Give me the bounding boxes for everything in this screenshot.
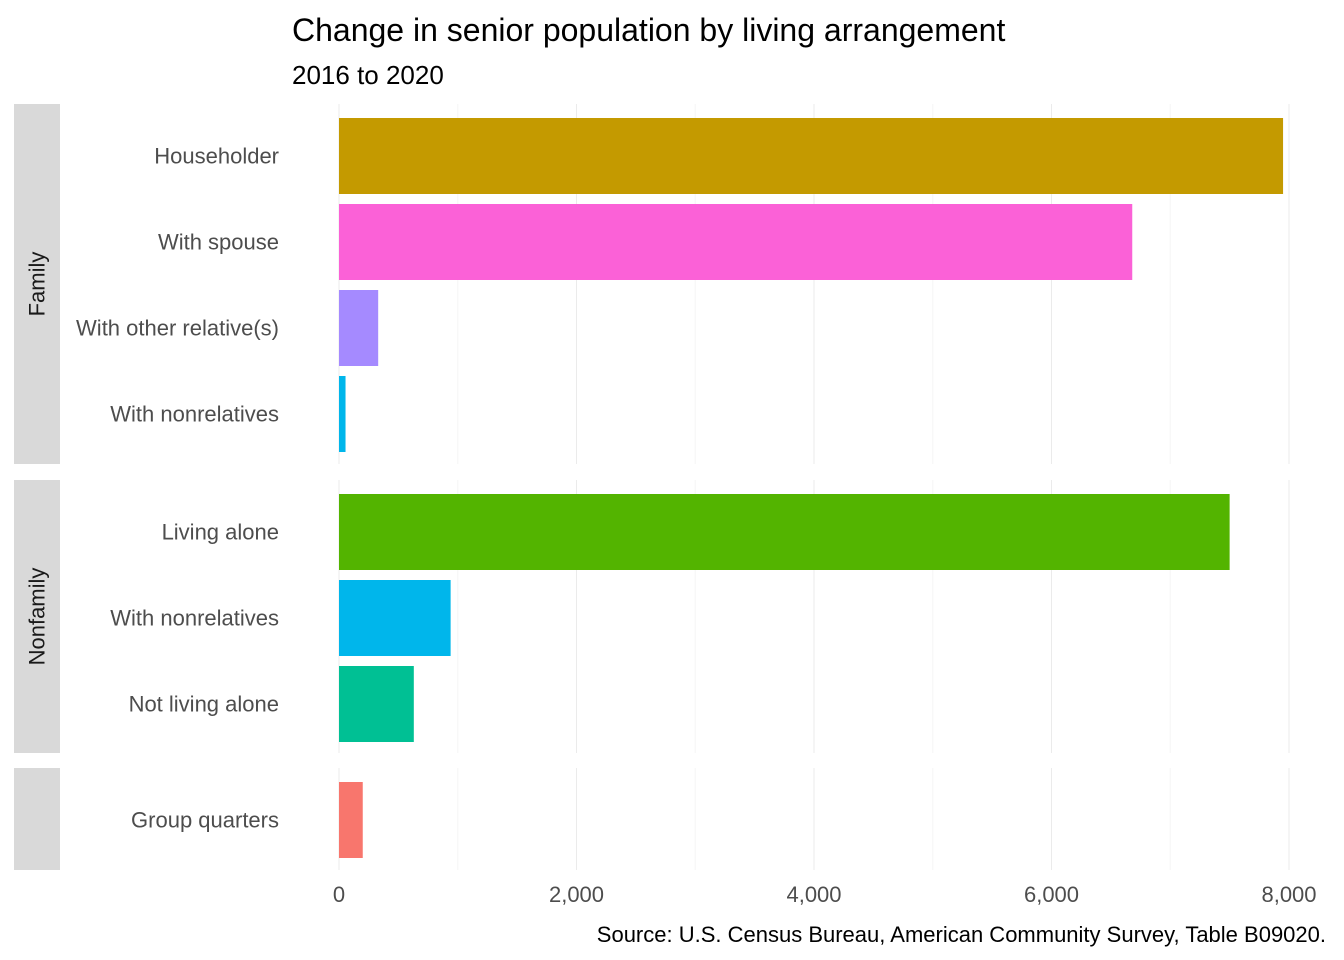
bar bbox=[339, 494, 1230, 570]
bar bbox=[339, 782, 363, 858]
chart-title: Change in senior population by living ar… bbox=[292, 12, 1005, 48]
facet-strip-label: Nonfamily bbox=[25, 568, 50, 666]
category-label: With nonrelatives bbox=[110, 606, 279, 631]
x-tick-label: 0 bbox=[333, 882, 345, 907]
facet-panel: Group quarters bbox=[14, 768, 1290, 870]
category-label: With spouse bbox=[158, 230, 279, 255]
x-tick-label: 2,000 bbox=[549, 882, 604, 907]
bar bbox=[339, 580, 451, 656]
bar bbox=[339, 118, 1284, 194]
x-tick-label: 8,000 bbox=[1261, 882, 1316, 907]
facet-panel: Nonfamily Living alone With nonrelatives No… bbox=[14, 480, 1290, 753]
category-label: With other relative(s) bbox=[76, 316, 279, 341]
x-axis: 0 2,000 4,000 6,000 8,000 bbox=[333, 882, 1317, 907]
bar bbox=[339, 376, 346, 452]
facet-panels: Family Householder With spouse With other r… bbox=[14, 104, 1290, 870]
facet-panel: Family Householder With spouse With other r… bbox=[14, 104, 1290, 464]
x-tick-label: 6,000 bbox=[1024, 882, 1079, 907]
facet-strip-label: Family bbox=[25, 252, 50, 317]
category-label: Living alone bbox=[162, 520, 279, 545]
facet-strip bbox=[14, 768, 60, 870]
chart-subtitle: 2016 to 2020 bbox=[292, 60, 444, 90]
category-label: Group quarters bbox=[131, 808, 279, 833]
bar bbox=[339, 666, 414, 742]
bar bbox=[339, 204, 1133, 280]
facet-strip bbox=[14, 104, 60, 464]
facet-strip bbox=[14, 480, 60, 753]
category-label: Not living alone bbox=[129, 692, 279, 717]
x-tick-label: 4,000 bbox=[786, 882, 841, 907]
chart-caption: Source: U.S. Census Bureau, American Com… bbox=[597, 922, 1326, 947]
category-label: With nonrelatives bbox=[110, 402, 279, 427]
category-label: Householder bbox=[154, 144, 279, 169]
bar bbox=[339, 290, 379, 366]
